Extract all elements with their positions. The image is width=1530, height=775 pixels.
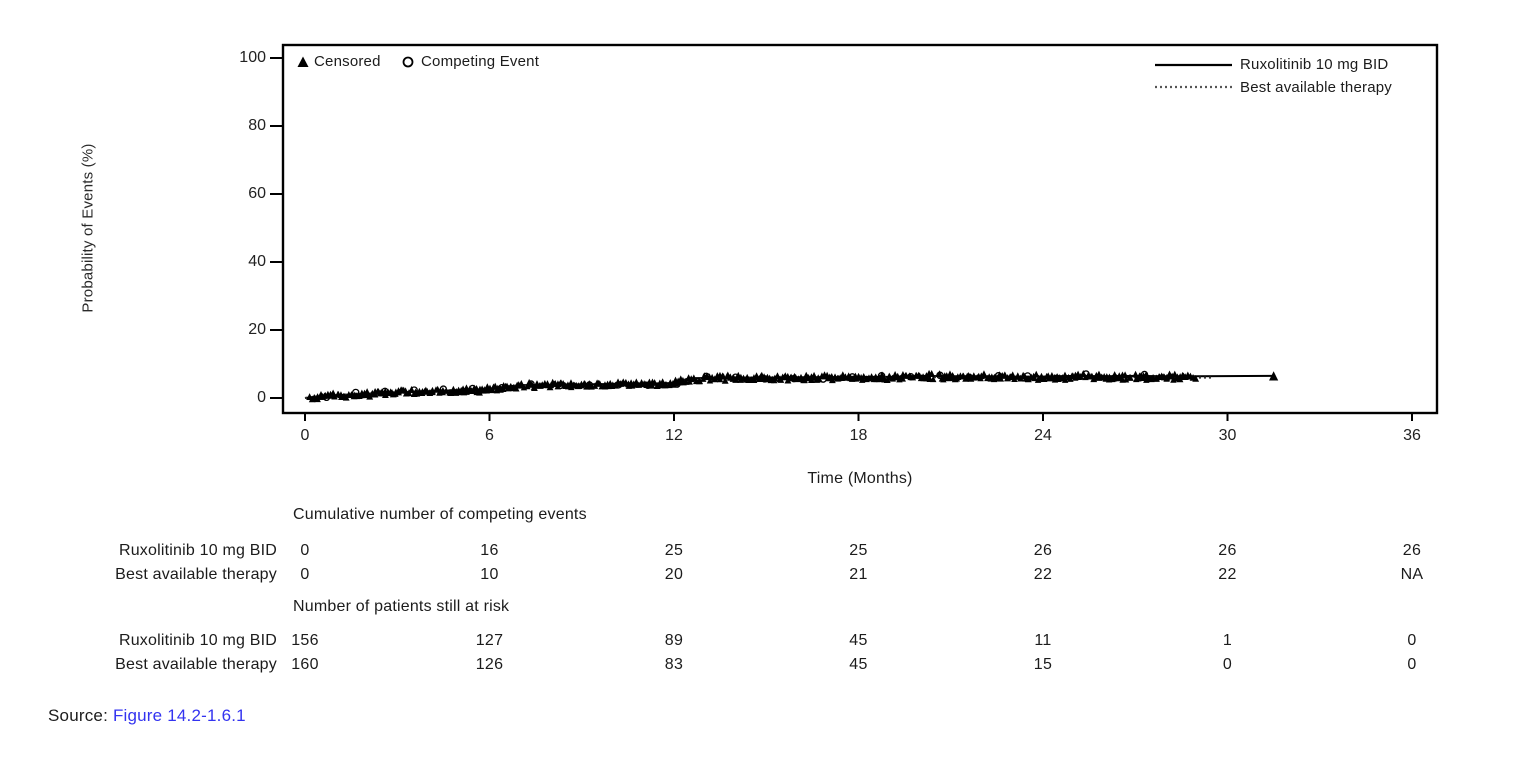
table-cell: 83 (664, 656, 684, 673)
table-cell: 126 (475, 656, 504, 673)
competing-event-legend-label: Competing Event (421, 53, 540, 70)
censored-triangle-icon (297, 56, 309, 67)
x-tick-label: 12 (665, 427, 683, 444)
row-label-best-available-therapy: Best available therapy (115, 566, 277, 583)
table-cell: 0 (1407, 656, 1417, 673)
table-cell: 26 (1218, 542, 1237, 559)
table-cell: 26 (1033, 542, 1053, 559)
x-tick-label: 24 (1034, 427, 1052, 444)
row-label-ruxolitinib: Ruxolitinib 10 mg BID (118, 542, 277, 559)
table-cell: 45 (849, 632, 868, 649)
table-cell: 25 (849, 542, 868, 559)
legend-label-ruxolitinib: Ruxolitinib 10 mg BID (1240, 56, 1389, 73)
plot-frame (281, 43, 1439, 415)
y-tick-label: 20 (248, 321, 266, 338)
table-cell: 22 (1033, 566, 1053, 583)
table-cell: NA (1400, 566, 1424, 583)
x-tick-label: 36 (1403, 427, 1421, 444)
table-cell: 26 (1402, 542, 1422, 559)
censored-legend-label: Censored (314, 53, 381, 70)
table-cell: 25 (664, 542, 684, 559)
table-cell: 160 (291, 656, 319, 673)
y-tick-label: 60 (248, 185, 266, 202)
y-axis-title: Probability of Events (%) (79, 143, 97, 313)
table-cell: 20 (664, 566, 684, 583)
table-cell: 15 (1033, 656, 1053, 673)
table-cell: 45 (849, 656, 868, 673)
table-cell: 0 (1407, 632, 1417, 649)
table-cell: 10 (480, 566, 499, 583)
table-cell: 127 (475, 632, 504, 649)
x-tick-label: 6 (485, 427, 494, 444)
x-axis-ticks (304, 413, 1413, 421)
table-cell: 11 (1034, 632, 1052, 649)
competing-event-circle-icon (402, 56, 414, 68)
x-tick-label: 30 (1218, 427, 1237, 444)
table-cell: 22 (1218, 566, 1237, 583)
source-figure-link[interactable]: Figure 14.2-1.6.1 (112, 706, 246, 725)
row-label-ruxolitinib-risk: Ruxolitinib 10 mg BID (118, 632, 277, 649)
table-cell: 89 (664, 632, 684, 649)
y-axis-ticks (270, 57, 283, 399)
table-cell: 21 (849, 566, 868, 583)
legend-label-best-available-therapy: Best available therapy (1240, 79, 1392, 96)
table-title-competing-events: Cumulative number of competing events (293, 506, 587, 523)
source-line: Source: Figure 14.2-1.6.1 (48, 706, 246, 726)
table-cell: 156 (291, 632, 319, 649)
censor-marks (306, 369, 1279, 403)
table-cell: 0 (300, 566, 310, 583)
y-tick-label: 40 (248, 253, 266, 270)
y-tick-label: 100 (239, 49, 266, 66)
y-tick-label: 0 (257, 389, 266, 406)
table-cell: 16 (480, 542, 499, 559)
table-cell: 1 (1222, 632, 1233, 649)
source-prefix: Source: (48, 706, 108, 725)
x-tick-label: 18 (849, 427, 868, 444)
table-title-at-risk: Number of patients still at risk (293, 598, 510, 615)
table-cell: 0 (300, 542, 310, 559)
x-tick-label: 0 (300, 427, 310, 444)
table-cell: 0 (1222, 656, 1233, 673)
x-axis-title: Time (Months) (807, 470, 913, 487)
row-label-best-available-therapy-risk: Best available therapy (115, 656, 277, 673)
y-tick-label: 80 (248, 117, 266, 134)
